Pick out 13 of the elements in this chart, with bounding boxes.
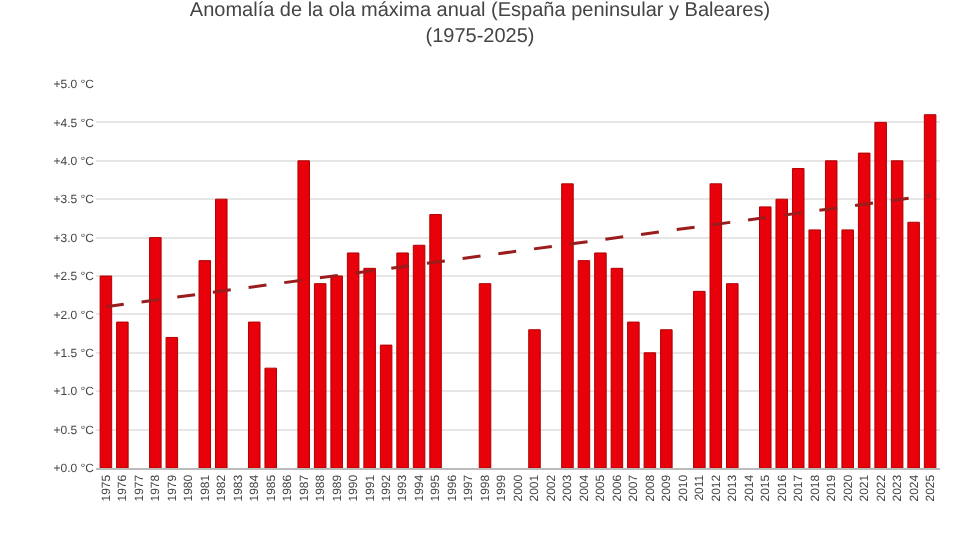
bar bbox=[660, 329, 673, 468]
bar bbox=[726, 283, 739, 468]
bar bbox=[215, 198, 228, 468]
chart-title: Anomalía de la ola máxima anual (España peninsular y Baleares) (1975-2025) bbox=[189, 0, 771, 49]
bar bbox=[297, 160, 310, 468]
bar bbox=[923, 114, 937, 468]
bar bbox=[478, 283, 492, 468]
bar bbox=[116, 321, 129, 468]
bar bbox=[99, 275, 113, 468]
bar bbox=[577, 260, 591, 468]
bar bbox=[528, 329, 541, 468]
bar bbox=[198, 260, 212, 468]
bar bbox=[561, 183, 574, 468]
